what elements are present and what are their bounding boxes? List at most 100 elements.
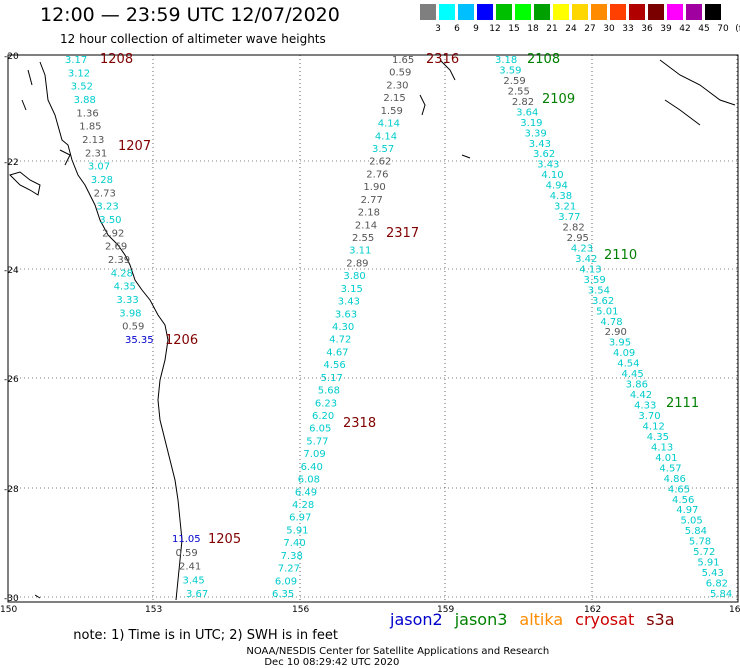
wave-height-value: 4.57	[659, 463, 681, 474]
scale-label: 30	[603, 24, 615, 34]
wave-height-value: 3.21	[554, 202, 576, 213]
wave-height-value: 3.19	[520, 118, 542, 129]
wave-height-value: 2.82	[512, 97, 534, 108]
satellite-legend-item: jason3	[454, 610, 508, 629]
wave-height-value: 2.92	[102, 228, 124, 239]
legend-row: note: 1) Time is in UTC; 2) SWH is in fe…	[65, 613, 338, 643]
wave-height-value: 5.78	[689, 537, 711, 548]
wave-height-value: 4.94	[546, 181, 568, 192]
credit-line: NOAA/NESDIS Center for Satellite Applica…	[240, 635, 549, 668]
wave-height-value: 3.33	[116, 295, 138, 306]
wave-height-value: 5.91	[697, 558, 719, 569]
wave-height-value: 3.45	[183, 575, 205, 586]
wave-height-value: 5.17	[321, 373, 343, 384]
scale-swatch	[496, 4, 512, 20]
wave-height-value: 3.28	[91, 175, 113, 186]
wave-height-value: 2.77	[361, 195, 383, 206]
wave-height-value: 2.95	[567, 233, 589, 244]
wave-height-value: 2.82	[562, 223, 584, 234]
wave-height-value: 3.57	[372, 144, 394, 155]
wave-height-value: 3.17	[65, 55, 87, 66]
wave-height-value: 3.12	[68, 68, 90, 79]
wave-height-value: 4.86	[664, 474, 686, 485]
wave-height-value: 5.77	[306, 436, 328, 447]
lon-label: 165	[729, 605, 740, 615]
track-label: 2316	[426, 52, 459, 67]
wave-height-value: 4.10	[541, 170, 563, 181]
render-timestamp: Dec 10 08:29:42 UTC 2020	[264, 657, 400, 668]
wave-height-value: 5.68	[318, 386, 340, 397]
wave-height-value: 4.13	[651, 442, 673, 453]
wave-height-value: 2.18	[358, 208, 380, 219]
wave-height-value: 1.36	[76, 108, 98, 119]
wave-height-value: 6.23	[315, 398, 337, 409]
wave-height-value: 5.05	[680, 516, 702, 527]
wave-height-value: 2.76	[366, 169, 388, 180]
scale-swatch	[629, 4, 645, 20]
wave-height-value: 6.35	[272, 589, 294, 600]
wave-height-value: 2.13	[82, 135, 104, 146]
wave-height-value: 4.78	[600, 317, 622, 328]
scale-label: 9	[473, 24, 479, 34]
wave-height-value: 4.28	[292, 500, 314, 511]
lon-label: 153	[145, 605, 162, 615]
wave-height-value: 2.41	[179, 562, 201, 573]
wave-height-value: 3.62	[592, 296, 614, 307]
wave-height-value: 1.59	[381, 106, 403, 117]
scale-swatch	[705, 4, 721, 20]
scale-label: 12	[489, 24, 501, 34]
scale-swatch	[477, 4, 493, 20]
wave-height-value: 4.01	[655, 453, 677, 464]
lat-label: -20	[4, 52, 19, 62]
scale-swatch	[591, 4, 607, 20]
wave-height-value: 0.59	[122, 322, 144, 333]
scale-label: 45	[698, 24, 710, 34]
wave-height-value: 4.42	[630, 390, 652, 401]
scale-swatch	[439, 4, 455, 20]
wave-height-value: 3.43	[338, 297, 360, 308]
scale-swatch	[458, 4, 474, 20]
wave-height-value: 3.88	[74, 95, 96, 106]
wave-height-value: 5.01	[596, 306, 618, 317]
wave-height-value: 6.08	[298, 475, 320, 486]
lat-label: -24	[4, 266, 19, 276]
wave-height-value: 0.59	[176, 548, 198, 559]
scale-label: 27	[584, 24, 596, 34]
wave-height-value: 7.38	[281, 551, 303, 562]
wave-height-value: 3.77	[558, 212, 580, 223]
wave-height-value: 3.59	[584, 275, 606, 286]
wave-height-value: 3.07	[88, 162, 110, 173]
scale-swatch	[610, 4, 626, 20]
wave-height-value: 2.14	[355, 220, 377, 231]
wave-height-value: 6.97	[289, 513, 311, 524]
track-label: 2108	[527, 52, 560, 67]
scale-label: 24	[565, 24, 577, 34]
page-title: 12:00 — 23:59 UTC 12/07/2020	[40, 4, 340, 26]
track-label: 2110	[604, 248, 637, 263]
scale-swatch	[553, 4, 569, 20]
scale-label: 15	[508, 24, 520, 34]
scale-label: 6	[454, 24, 460, 34]
wave-height-value: 3.42	[575, 254, 597, 265]
map-grid	[7, 54, 738, 600]
wave-height-value: 2.30	[386, 80, 408, 91]
lat-label: -22	[4, 158, 19, 168]
scale-label: 21	[546, 24, 558, 34]
wave-height-value: 3.52	[71, 82, 93, 93]
map-frame	[7, 54, 739, 603]
wave-height-value: 1.90	[363, 182, 385, 193]
track-label: 2109	[542, 92, 575, 107]
wave-height-value: 4.35	[114, 282, 136, 293]
track-label: 1205	[208, 532, 241, 547]
wave-height-value: 4.35	[647, 432, 669, 443]
wave-height-value: 6.40	[301, 462, 323, 473]
wave-height-value: 3.80	[343, 271, 365, 282]
wave-height-value: 2.55	[352, 233, 374, 244]
scale-label: 33	[622, 24, 634, 34]
scale-swatch	[667, 4, 683, 20]
scale-label: 70	[717, 24, 729, 34]
wave-height-value: 3.70	[638, 411, 660, 422]
wave-height-value: 4.45	[621, 369, 643, 380]
scale-label: (ft)	[735, 24, 740, 34]
